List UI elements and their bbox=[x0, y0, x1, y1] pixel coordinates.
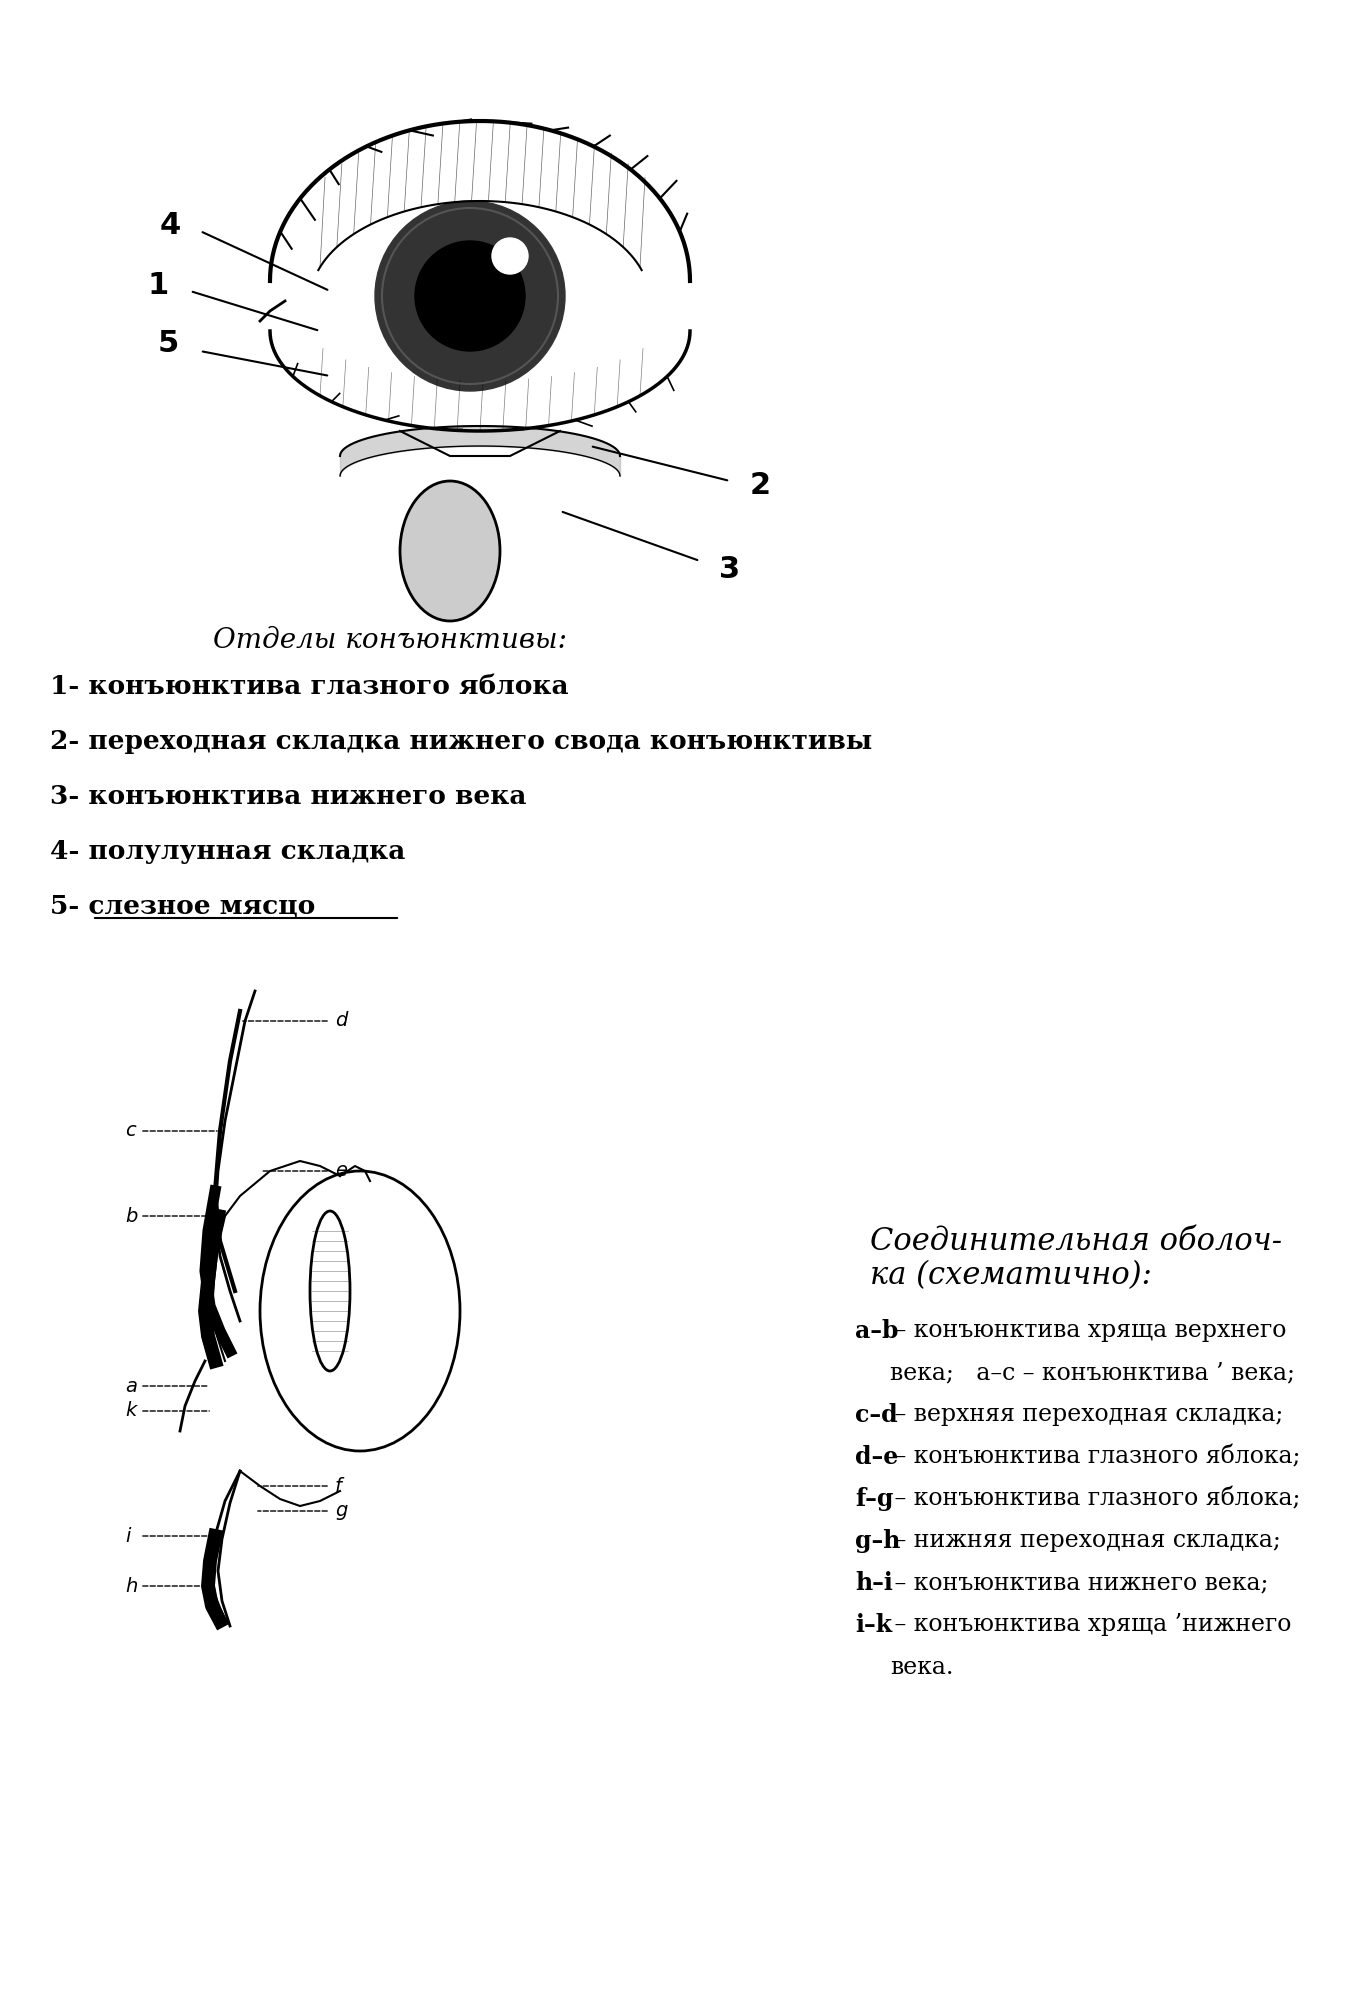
Text: Отделы конъюнктивы:: Отделы конъюнктивы: bbox=[213, 627, 566, 655]
Text: – верхняя переходная складка;: – верхняя переходная складка; bbox=[886, 1404, 1283, 1426]
Text: a–b: a–b bbox=[855, 1318, 899, 1344]
Circle shape bbox=[492, 239, 528, 275]
Text: 3- конъюнктива нижнего века: 3- конъюнктива нижнего века bbox=[51, 784, 527, 808]
Text: века.: века. bbox=[891, 1655, 953, 1678]
Text: f–g: f–g bbox=[855, 1487, 893, 1511]
Text: g: g bbox=[335, 1501, 347, 1521]
Text: века;   a–c – конъюнктива ’ века;: века; a–c – конъюнктива ’ века; bbox=[891, 1362, 1295, 1384]
Text: – конъюнктива глазного яблока;: – конъюнктива глазного яблока; bbox=[886, 1487, 1301, 1511]
Text: d–e: d–e bbox=[855, 1445, 899, 1469]
Text: 3: 3 bbox=[720, 555, 740, 583]
Text: h: h bbox=[124, 1577, 137, 1595]
Text: c–d: c–d bbox=[855, 1404, 897, 1428]
Polygon shape bbox=[269, 121, 689, 430]
Text: 4: 4 bbox=[160, 211, 181, 241]
Text: c: c bbox=[124, 1121, 135, 1141]
Ellipse shape bbox=[260, 1171, 460, 1451]
Text: Соединительная оболоч-: Соединительная оболоч- bbox=[870, 1226, 1282, 1256]
Text: – конъюнктива нижнего века;: – конъюнктива нижнего века; bbox=[886, 1571, 1268, 1595]
Text: 5: 5 bbox=[157, 329, 179, 358]
Text: – нижняя переходная складка;: – нижняя переходная складка; bbox=[886, 1529, 1280, 1553]
Text: k: k bbox=[124, 1402, 137, 1420]
Text: d: d bbox=[335, 1011, 347, 1031]
Text: g–h: g–h bbox=[855, 1529, 900, 1553]
Text: b: b bbox=[124, 1207, 137, 1226]
Text: – конъюнктива хряща верхнего: – конъюнктива хряща верхнего bbox=[886, 1320, 1286, 1342]
Text: a: a bbox=[124, 1376, 137, 1396]
Text: ка (схематично):: ка (схематично): bbox=[870, 1260, 1152, 1292]
Text: 4- полулунная складка: 4- полулунная складка bbox=[51, 838, 405, 864]
Text: 1- конъюнктива глазного яблока: 1- конъюнктива глазного яблока bbox=[51, 673, 569, 699]
Circle shape bbox=[415, 241, 525, 350]
Text: i–k: i–k bbox=[855, 1613, 892, 1637]
Circle shape bbox=[375, 201, 565, 390]
Text: f: f bbox=[335, 1477, 342, 1495]
Text: e: e bbox=[335, 1161, 347, 1181]
Text: 2- переходная складка нижнего свода конъюнктивы: 2- переходная складка нижнего свода конъ… bbox=[51, 729, 873, 753]
Text: 2: 2 bbox=[750, 472, 770, 500]
Text: 5- слезное мясцо: 5- слезное мясцо bbox=[51, 894, 315, 918]
Ellipse shape bbox=[399, 482, 499, 621]
Text: i: i bbox=[124, 1527, 130, 1545]
Ellipse shape bbox=[311, 1211, 350, 1372]
Text: – конъюнктива глазного яблока;: – конъюнктива глазного яблока; bbox=[886, 1445, 1301, 1469]
Text: – конъюнктива хряща ’нижнего: – конъюнктива хряща ’нижнего bbox=[886, 1613, 1291, 1637]
Text: 1: 1 bbox=[148, 271, 168, 299]
Text: h–i: h–i bbox=[855, 1571, 893, 1595]
